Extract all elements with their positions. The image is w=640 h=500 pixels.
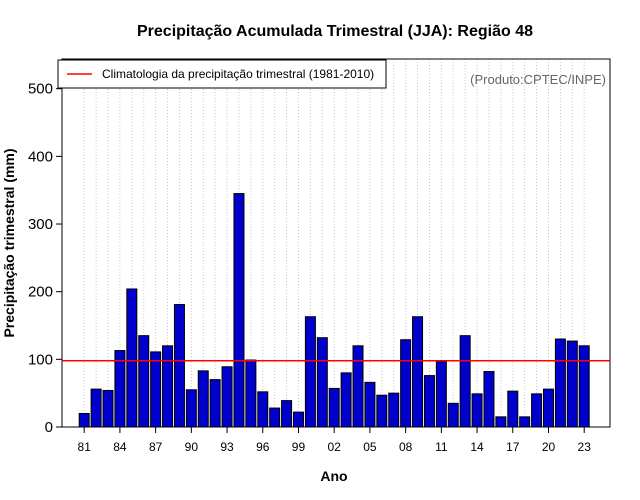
bar-84 [114, 350, 126, 428]
y-tick-label: 100 [28, 351, 53, 368]
bar-98 [281, 400, 293, 428]
x-tick-label: 05 [363, 440, 377, 454]
y-axis: 0 100 200 300 400 500 [28, 81, 62, 436]
bar-21 [554, 338, 566, 428]
bar-13 [459, 335, 471, 428]
bar-89 [173, 304, 185, 428]
bar-15 [483, 371, 495, 428]
bar-10 [423, 375, 435, 428]
x-tick-label: 02 [328, 440, 342, 454]
y-tick-label: 300 [28, 216, 53, 233]
bar-series [78, 193, 590, 428]
bar-92 [209, 379, 221, 428]
bar-88 [162, 345, 174, 428]
bar-09 [412, 316, 424, 428]
bar-94 [233, 193, 245, 428]
bar-11 [435, 360, 447, 428]
bar-86 [138, 335, 150, 428]
x-tick-label: 20 [542, 440, 556, 454]
y-tick-label: 200 [28, 284, 53, 301]
bar-14 [471, 393, 483, 428]
y-axis-title: Precipitação trimestral (mm) [1, 148, 17, 337]
chart-title: Precipitação Acumulada Trimestral (JJA):… [137, 23, 533, 40]
bar-90 [185, 389, 197, 428]
x-axis-title: Ano [320, 468, 347, 484]
bar-22 [566, 340, 578, 428]
x-axis: 81 84 87 90 93 96 99 02 05 08 11 14 17 20 23 [78, 427, 592, 454]
legend-box [57, 59, 387, 89]
bar-07 [388, 392, 400, 428]
bar-93 [221, 366, 233, 428]
bar-85 [126, 288, 138, 428]
bar-99 [292, 411, 304, 428]
bar-95 [245, 359, 257, 428]
x-tick-label: 90 [185, 440, 199, 454]
bar-96 [257, 391, 269, 428]
y-tick-label: 0 [45, 419, 53, 436]
bar-82 [90, 388, 102, 428]
x-tick-label: 81 [78, 440, 92, 454]
bar-01 [316, 337, 328, 428]
x-tick-label: 17 [506, 440, 520, 454]
bar-16 [495, 416, 507, 428]
x-tick-label: 96 [256, 440, 270, 454]
x-tick-label: 14 [470, 440, 484, 454]
bar-00 [304, 316, 316, 428]
x-tick-label: 84 [113, 440, 127, 454]
x-tick-label: 23 [578, 440, 592, 454]
bar-19 [531, 393, 543, 428]
bar-06 [376, 394, 388, 428]
bar-12 [447, 402, 459, 428]
bar-08 [400, 339, 412, 428]
x-tick-label: 11 [435, 440, 448, 454]
bar-18 [519, 416, 531, 428]
x-tick-label: 08 [399, 440, 413, 454]
bar-91 [197, 370, 209, 428]
y-tick-label: 400 [28, 148, 53, 165]
credit-text: (Produto:CPTEC/INPE) [470, 72, 606, 87]
x-tick-label: 99 [292, 440, 306, 454]
bar-04 [352, 345, 364, 428]
legend-label: Climatologia da precipitação trimestral … [102, 67, 374, 81]
bar-03 [340, 372, 352, 428]
bar-87 [150, 351, 162, 428]
bar-20 [542, 388, 554, 428]
y-tick-label: 500 [28, 81, 53, 98]
x-tick-label: 87 [149, 440, 163, 454]
bar-81 [78, 412, 90, 428]
x-tick-label: 93 [220, 440, 234, 454]
legend: Climatologia da precipitação trimestral … [57, 59, 387, 89]
bar-05 [364, 381, 376, 428]
bar-23 [578, 345, 590, 428]
bar-83 [102, 389, 114, 428]
bar-17 [507, 390, 519, 428]
bar-02 [328, 387, 340, 428]
bar-97 [269, 407, 281, 428]
